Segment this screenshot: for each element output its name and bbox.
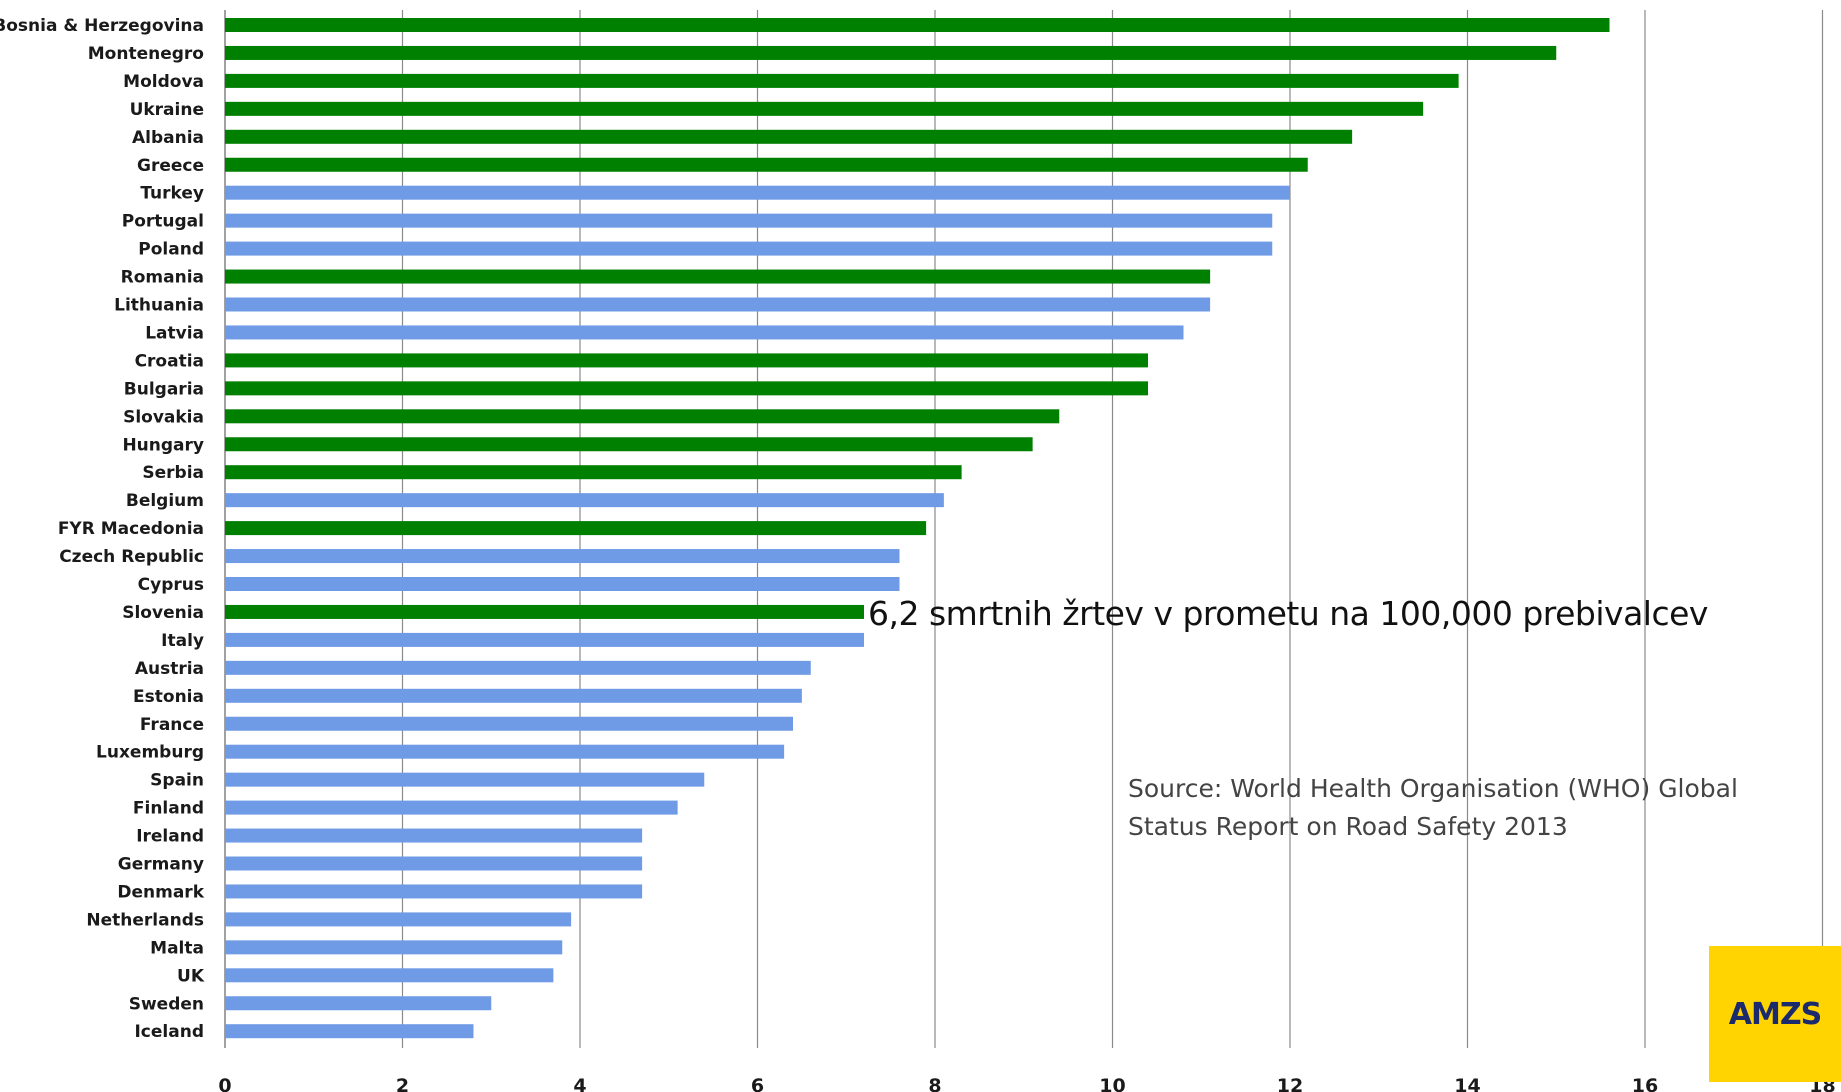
- category-label: Netherlands: [86, 910, 204, 930]
- bar-slovakia: [225, 409, 1060, 424]
- bar-iceland: [225, 1024, 474, 1039]
- bar-poland: [225, 241, 1273, 256]
- bar-hungary: [225, 437, 1033, 452]
- category-label: Serbia: [142, 463, 204, 483]
- bar-italy: [225, 632, 864, 647]
- category-label: FYR Macedonia: [58, 519, 204, 539]
- bar-finland: [225, 800, 678, 815]
- logo-text: AMZS: [1728, 996, 1822, 1032]
- bar-germany: [225, 856, 643, 871]
- bar-ireland: [225, 828, 643, 843]
- x-tick-label-14: 14: [1454, 1075, 1480, 1092]
- category-label: Slovakia: [123, 407, 204, 427]
- category-label: Sweden: [129, 994, 204, 1014]
- amzs-logo: AMZS: [1709, 946, 1841, 1082]
- x-tick-label-0: 0: [218, 1075, 231, 1092]
- bar-turkey: [225, 185, 1290, 200]
- x-tick-label-8: 8: [928, 1075, 941, 1092]
- bar-czech-republic: [225, 549, 900, 564]
- source-note: Source: World Health Organisation (WHO) …: [1128, 770, 1738, 846]
- bars: [225, 18, 1610, 1039]
- bar-latvia: [225, 325, 1184, 340]
- source-line-2: Status Report on Road Safety 2013: [1128, 812, 1568, 841]
- category-label: Spain: [150, 771, 204, 791]
- category-label: Portugal: [122, 212, 204, 232]
- bar-sweden: [225, 996, 492, 1011]
- bar-luxemburg: [225, 744, 785, 759]
- bar-ukraine: [225, 101, 1424, 116]
- category-label: Ireland: [136, 827, 204, 847]
- bar-moldova: [225, 73, 1459, 88]
- category-label: Ukraine: [130, 100, 204, 120]
- bar-serbia: [225, 465, 962, 480]
- bar-portugal: [225, 213, 1273, 228]
- bar-greece: [225, 157, 1308, 172]
- bar-croatia: [225, 353, 1148, 368]
- category-label: Latvia: [145, 323, 204, 343]
- category-label: Bosnia & Herzegovina: [0, 16, 204, 36]
- bar-netherlands: [225, 912, 572, 927]
- bar-denmark: [225, 884, 643, 899]
- bar-bosnia-herzegovina: [225, 18, 1610, 32]
- bar-uk: [225, 968, 554, 983]
- gridlines: [224, 10, 1824, 1048]
- category-label: Romania: [121, 268, 204, 288]
- bar-albania: [225, 129, 1353, 144]
- x-tick-label-12: 12: [1277, 1075, 1303, 1092]
- category-label: Montenegro: [88, 44, 204, 64]
- x-tick-label-6: 6: [751, 1075, 764, 1092]
- bar-malta: [225, 940, 563, 955]
- category-label: Bulgaria: [124, 379, 204, 399]
- slovenia-annotation: 6,2 smrtnih žrtev v prometu na 100,000 p…: [868, 594, 1708, 633]
- source-line-1: Source: World Health Organisation (WHO) …: [1128, 774, 1738, 803]
- category-label: Poland: [138, 240, 204, 260]
- category-label: UK: [177, 966, 205, 986]
- category-label: Lithuania: [114, 296, 204, 316]
- x-tick-label-10: 10: [1099, 1075, 1125, 1092]
- bar-spain: [225, 772, 705, 787]
- bar-estonia: [225, 688, 802, 703]
- category-label: Luxemburg: [96, 743, 204, 763]
- category-label: Slovenia: [122, 603, 204, 623]
- bar-lithuania: [225, 297, 1211, 312]
- category-label: France: [140, 715, 204, 735]
- bar-montenegro: [225, 45, 1557, 60]
- category-label: Denmark: [117, 882, 204, 902]
- bar-austria: [225, 660, 811, 675]
- category-label: Turkey: [140, 184, 204, 204]
- category-label: Hungary: [122, 435, 204, 455]
- bar-slovenia: [225, 604, 864, 619]
- category-label: Greece: [137, 156, 204, 176]
- category-label: Finland: [133, 799, 204, 819]
- bar-fyr-macedonia: [225, 521, 927, 536]
- category-label: Belgium: [126, 491, 204, 511]
- bar-france: [225, 716, 793, 731]
- x-tick-label-4: 4: [573, 1075, 586, 1092]
- x-tick-label-16: 16: [1632, 1075, 1658, 1092]
- category-label: Albania: [132, 128, 204, 148]
- category-label: Croatia: [135, 351, 204, 371]
- category-label: Estonia: [133, 687, 204, 707]
- bar-cyprus: [225, 577, 900, 591]
- category-label: Iceland: [134, 1022, 204, 1042]
- category-label: Moldova: [123, 72, 204, 92]
- bar-bulgaria: [225, 381, 1148, 396]
- category-labels: Bosnia & Herzegovina Montenegro Moldova Ukr…: [0, 16, 205, 1042]
- category-label: Germany: [118, 855, 204, 875]
- bar-belgium: [225, 493, 944, 508]
- category-label: Cyprus: [138, 575, 204, 595]
- category-label: Malta: [150, 938, 204, 958]
- x-tick-label-2: 2: [396, 1075, 409, 1092]
- category-label: Austria: [135, 659, 204, 679]
- category-label: Czech Republic: [59, 547, 204, 567]
- bar-romania: [225, 269, 1211, 284]
- category-label: Italy: [161, 631, 204, 651]
- x-axis-ticks: 0 2 4 6 8 10 12 14 16 18: [218, 1075, 1835, 1092]
